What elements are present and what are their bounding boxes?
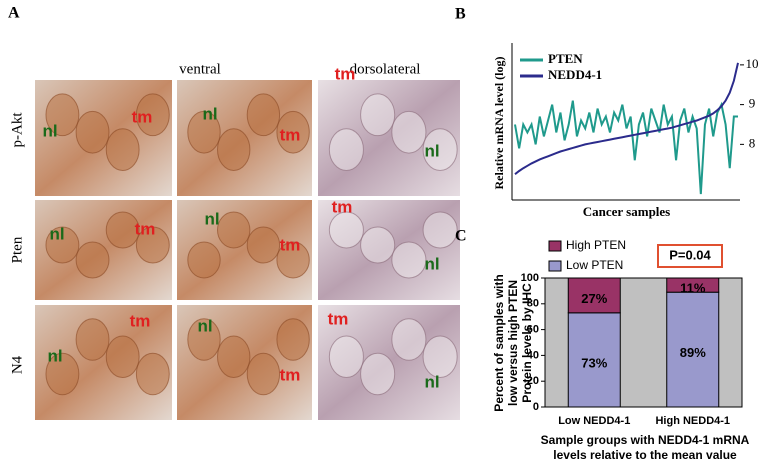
y-tick-label: 10 [746,56,759,71]
tissue-label: tm [332,197,353,216]
row-label: p-Akt [9,112,25,148]
gland [75,241,110,279]
annotation-box [657,244,723,268]
gland [75,318,110,361]
gland [75,110,110,154]
value-label: 27% [581,291,607,306]
gland [45,226,80,264]
gland [187,318,221,361]
gland [135,93,170,137]
row-label: N4 [9,355,25,374]
tissue-label: tm [280,125,301,144]
tissue-label: nl [424,141,439,160]
y-tick-label: 0 [533,401,539,413]
x-axis-label: Sample groups with NEDD4-1 mRNA [541,433,750,447]
tissue-label: nl [49,224,64,243]
gland [45,93,80,137]
gland [360,352,396,396]
gland [105,335,140,378]
gland [328,335,364,378]
y-tick-label: 20 [527,375,539,387]
tissue-label: nl [42,121,57,140]
tissue-label: nl [202,104,217,123]
y-tick-label: 100 [521,272,539,284]
x-axis-label: Cancer samples [583,204,671,219]
gland [328,211,364,249]
gland [422,128,458,171]
tissue-label: tm [280,365,301,384]
column-header: dorsolateral [350,61,421,77]
x-tick-label: High NEDD4-1 [655,415,730,427]
value-label: 89% [680,345,706,360]
column-header: ventral [179,61,221,77]
annotation: P=0.04 [669,247,711,262]
y-axis-label: Protein levels by IHC [520,283,534,403]
gland [422,335,458,378]
value-label: 11% [680,281,706,296]
gland [391,241,427,279]
gland [217,211,251,249]
gland [217,128,251,171]
gland [391,110,427,154]
y-axis-label: Relative mRNA level (log) [492,57,506,190]
bar-segment [666,291,720,408]
gland [276,110,310,154]
tissue-label: tm [328,309,349,328]
gland [45,352,80,396]
tissue-label: nl [424,254,439,273]
gland [276,241,310,279]
legend-swatch [548,240,562,252]
tissue-label: tm [130,311,151,330]
y-tick-label: 9 [749,96,756,111]
tissue-label: nl [47,346,62,365]
bar-segment [567,277,621,314]
legend-swatch [548,260,562,272]
panel-label: B [455,6,466,23]
gland [187,110,221,154]
gland [246,93,281,137]
y-tick-label: 80 [527,298,539,310]
gland [360,226,396,264]
tissue-label: tm [335,64,356,83]
y-axis-label: Percent of samples with [492,274,506,411]
tissue-label: nl [197,316,212,335]
y-tick-label: 60 [527,324,539,336]
gland [246,352,281,396]
panel-label: A [8,5,20,22]
tissue-label: nl [204,209,219,228]
tissue-label: nl [424,372,439,391]
gland [246,226,281,264]
gland [391,318,427,361]
gland [135,352,170,396]
y-tick-label: 8 [749,135,756,150]
tissue-label: tm [132,107,153,126]
gland [187,241,221,279]
line-series [514,62,739,175]
tissue-label: tm [280,235,301,254]
panel-label: C [455,228,467,245]
gland [276,318,310,361]
gland [328,128,364,171]
gland [217,335,251,378]
value-label: 73% [581,355,607,370]
x-axis-label: levels relative to the mean value [553,448,737,462]
row-label: Pten [9,236,25,263]
bar-segment [666,277,720,293]
legend-label: High PTEN [566,238,626,252]
bar-segment [567,312,621,408]
gland [105,211,140,249]
gland [422,211,458,249]
gland [135,226,170,264]
legend-label: PTEN [548,51,583,66]
x-tick-label: Low NEDD4-1 [558,415,630,427]
y-axis-label: low versus high PTEN [506,280,520,406]
legend-label: Low PTEN [566,258,623,272]
legend-label: NEDD4-1 [548,67,602,82]
y-tick-label: 40 [527,349,539,361]
gland [105,128,140,171]
line-series [514,100,738,195]
gland [360,93,396,137]
tissue-label: tm [135,219,156,238]
